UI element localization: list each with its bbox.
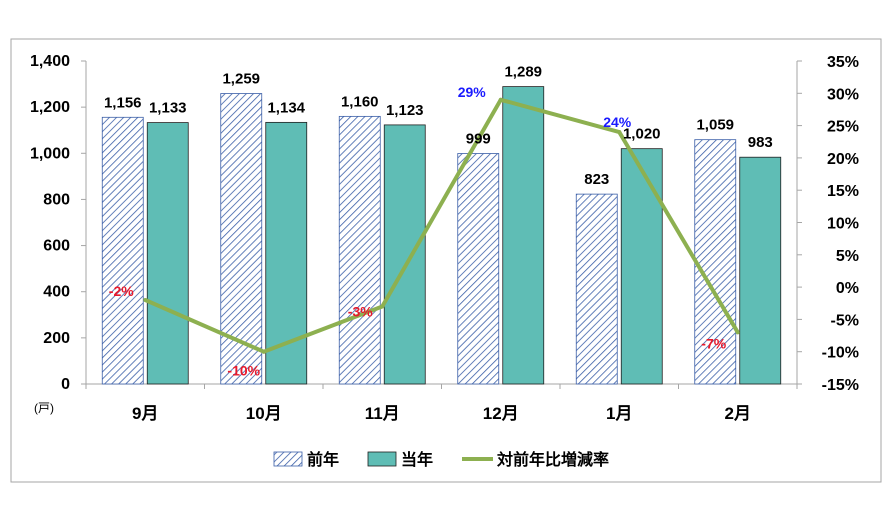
line-point [617, 130, 622, 135]
data-label-yoy-rate: -3% [348, 303, 373, 319]
data-label-previous-year: 1,059 [696, 117, 734, 134]
line-point [735, 330, 740, 335]
bar-current-year [383, 124, 426, 385]
bar-previous-year [338, 115, 381, 385]
data-label-previous-year: 823 [584, 171, 609, 188]
y-right-tick-label: 25% [827, 119, 859, 136]
x-category-label: 12月 [483, 404, 519, 423]
bar-previous-year [101, 116, 144, 385]
data-label-current-year: 1,020 [623, 126, 661, 143]
data-label-previous-year: 1,259 [222, 71, 260, 88]
x-category-label: 1月 [606, 404, 632, 423]
data-label-previous-year: 1,156 [104, 94, 142, 111]
legend-label-current-year: 当年 [401, 450, 433, 469]
bar-previous-year [457, 153, 500, 385]
y-left-tick-label: 1,200 [30, 99, 70, 116]
y-right-tick-label: 5% [836, 248, 859, 265]
data-label-current-year: 1,289 [504, 64, 542, 81]
y-unit-label: (戸) [34, 401, 54, 415]
bar-previous-year [575, 193, 618, 385]
legend-swatch-previous-year [273, 451, 303, 467]
data-label-yoy-rate: 24% [603, 114, 632, 130]
data-label-current-year: 1,134 [267, 99, 305, 116]
y-right-tick-label: 10% [827, 216, 859, 233]
data-label-previous-year: 999 [466, 131, 491, 148]
line-point [380, 304, 385, 309]
y-right-tick-label: -10% [822, 345, 859, 362]
bar-current-year [739, 156, 782, 385]
bar-current-year [620, 148, 663, 385]
data-label-current-year: 983 [748, 134, 773, 151]
bar-previous-year [694, 139, 737, 385]
line-point [498, 97, 503, 102]
data-label-yoy-rate: -10% [227, 363, 260, 379]
y-right-tick-label: 30% [827, 86, 859, 103]
y-right-tick-label: -5% [831, 312, 859, 329]
line-point [143, 298, 148, 303]
y-left-tick-label: 1,000 [30, 145, 70, 162]
chart-frame [10, 38, 882, 483]
data-label-yoy-rate: -7% [701, 335, 726, 351]
line-point [261, 349, 266, 354]
x-category-label: 2月 [725, 404, 751, 423]
y-left-tick-label: 400 [43, 284, 70, 301]
legend-label-yoy-rate: 対前年比増減率 [496, 450, 609, 469]
legend-swatch-current-year [367, 451, 397, 467]
bar-current-year [265, 121, 308, 385]
bar-current-year [502, 86, 545, 385]
legend-label-previous-year: 前年 [307, 450, 339, 469]
y-left-tick-label: 1,400 [30, 53, 70, 70]
bar-current-year [146, 122, 189, 385]
y-left-tick-label: 600 [43, 238, 70, 255]
y-left-tick-label: 0 [61, 376, 70, 393]
x-category-label: 9月 [132, 404, 158, 423]
y-right-tick-label: 20% [827, 151, 859, 168]
y-right-tick-label: 15% [827, 183, 859, 200]
data-label-yoy-rate: 29% [458, 84, 487, 100]
x-category-label: 11月 [365, 404, 400, 423]
data-label-current-year: 1,133 [149, 100, 187, 117]
data-label-yoy-rate: -2% [109, 283, 134, 299]
data-label-current-year: 1,123 [386, 102, 424, 119]
y-left-tick-label: 200 [43, 330, 70, 347]
y-right-tick-label: 0% [836, 280, 859, 297]
series-line-yoy-rate [144, 97, 740, 354]
y-right-tick-label: -15% [822, 377, 859, 394]
y-right-tick-label: 35% [827, 54, 859, 71]
x-category-label: 10月 [246, 404, 282, 423]
y-left-tick-label: 800 [43, 191, 70, 208]
data-label-previous-year: 1,160 [341, 93, 379, 110]
